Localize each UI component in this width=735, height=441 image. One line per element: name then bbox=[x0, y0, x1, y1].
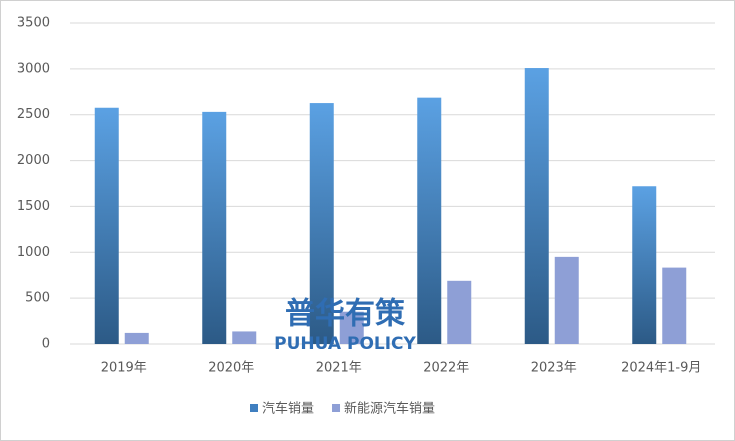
x-tick-label: 2024年1-9月 bbox=[621, 361, 701, 376]
x-tick-label: 2023年 bbox=[531, 361, 577, 376]
y-tick-label: 1000 bbox=[17, 245, 50, 260]
bar bbox=[417, 97, 442, 344]
bar bbox=[232, 331, 257, 344]
y-tick-label: 2000 bbox=[17, 153, 50, 168]
x-tick-label: 2022年 bbox=[423, 361, 469, 376]
bar bbox=[94, 107, 119, 344]
bar bbox=[632, 186, 657, 344]
y-tick-label: 500 bbox=[25, 291, 50, 306]
y-tick-label: 2500 bbox=[17, 107, 50, 122]
bar bbox=[662, 267, 687, 344]
x-tick-label: 2021年 bbox=[316, 361, 362, 376]
y-tick-label: 0 bbox=[42, 337, 50, 352]
bar bbox=[202, 111, 227, 344]
bar bbox=[339, 311, 364, 344]
x-tick-label: 2019年 bbox=[101, 361, 147, 376]
y-tick-label: 1500 bbox=[17, 199, 50, 214]
legend-swatch bbox=[250, 404, 258, 412]
bar bbox=[124, 332, 149, 344]
bar bbox=[309, 103, 334, 344]
x-tick-label: 2020年 bbox=[208, 361, 254, 376]
bar bbox=[524, 68, 549, 345]
watermark-subtitle: PUHUA POLICY bbox=[274, 334, 416, 354]
legend-label: 汽车销量 bbox=[262, 401, 314, 417]
y-tick-label: 3000 bbox=[17, 61, 50, 76]
bar bbox=[447, 280, 472, 344]
legend-swatch bbox=[332, 404, 341, 412]
watermark-title: 普华有策 bbox=[285, 297, 405, 332]
bar bbox=[554, 256, 579, 344]
y-tick-label: 3500 bbox=[17, 16, 50, 31]
legend-label: 新能源汽车销量 bbox=[344, 401, 435, 417]
